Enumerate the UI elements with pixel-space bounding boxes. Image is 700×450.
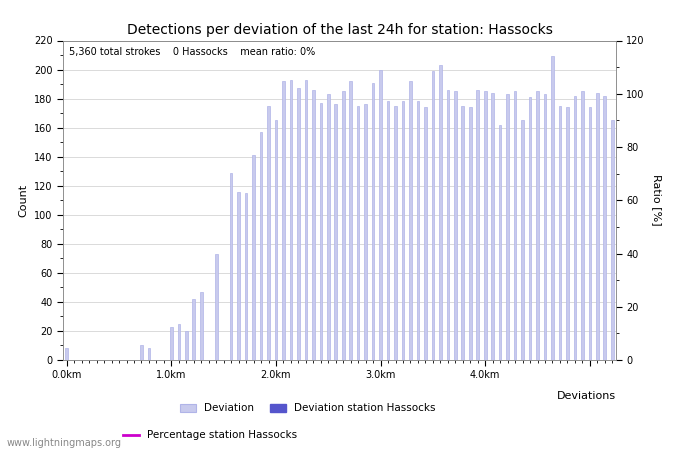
Bar [245,193,247,360]
Bar [274,120,277,360]
Bar [499,125,501,360]
Bar [290,80,292,360]
Bar [215,254,218,360]
Bar [477,90,479,360]
Text: 5,360 total strokes    0 Hassocks    mean ratio: 0%: 5,360 total strokes 0 Hassocks mean rati… [69,47,315,57]
Bar [349,81,352,360]
Bar [327,94,330,360]
Bar [506,94,509,360]
Bar [335,104,337,360]
Bar [432,71,434,360]
Title: Detections per deviation of the last 24h for station: Hassocks: Detections per deviation of the last 24h… [127,22,552,36]
Bar [491,93,494,360]
Bar [297,88,300,360]
Bar [559,106,561,360]
Bar [65,348,68,360]
Bar [148,348,150,360]
Bar [267,106,270,360]
Bar [319,103,322,360]
Bar [140,346,143,360]
Bar [461,106,464,360]
Bar [589,107,591,360]
Bar [282,81,285,360]
Bar [185,331,188,360]
Bar [193,299,195,360]
Text: Deviations: Deviations [557,391,616,401]
Bar [484,91,486,360]
Bar [237,192,240,360]
Bar [364,104,367,360]
Bar [200,292,202,360]
Bar [536,91,539,360]
Bar [416,102,419,360]
Bar [260,132,262,360]
Bar [178,324,180,360]
Bar [402,102,405,360]
Bar [469,107,472,360]
Bar [454,91,456,360]
Bar [522,120,524,360]
Bar [611,120,614,360]
Bar [544,94,546,360]
Bar [372,83,375,360]
Bar [170,327,173,360]
Bar [394,106,397,360]
Y-axis label: Count: Count [18,184,29,217]
Bar [566,107,568,360]
Bar [424,107,427,360]
Y-axis label: Ratio [%]: Ratio [%] [652,175,662,226]
Bar [304,80,307,360]
Bar [447,90,449,360]
Bar [252,155,255,360]
Bar [410,81,412,360]
Bar [379,70,382,360]
Bar [573,96,576,360]
Bar [357,106,360,360]
Bar [342,91,344,360]
Bar [387,102,389,360]
Text: www.lightningmaps.org: www.lightningmaps.org [7,438,122,448]
Bar [514,91,517,360]
Bar [603,96,606,360]
Bar [439,65,442,360]
Bar [312,90,315,360]
Bar [528,97,531,360]
Bar [581,91,584,360]
Legend: Deviation, Deviation station Hassocks: Deviation, Deviation station Hassocks [181,403,435,413]
Bar [551,57,554,360]
Bar [230,173,232,360]
Legend: Percentage station Hassocks: Percentage station Hassocks [123,430,297,440]
Bar [596,93,598,360]
